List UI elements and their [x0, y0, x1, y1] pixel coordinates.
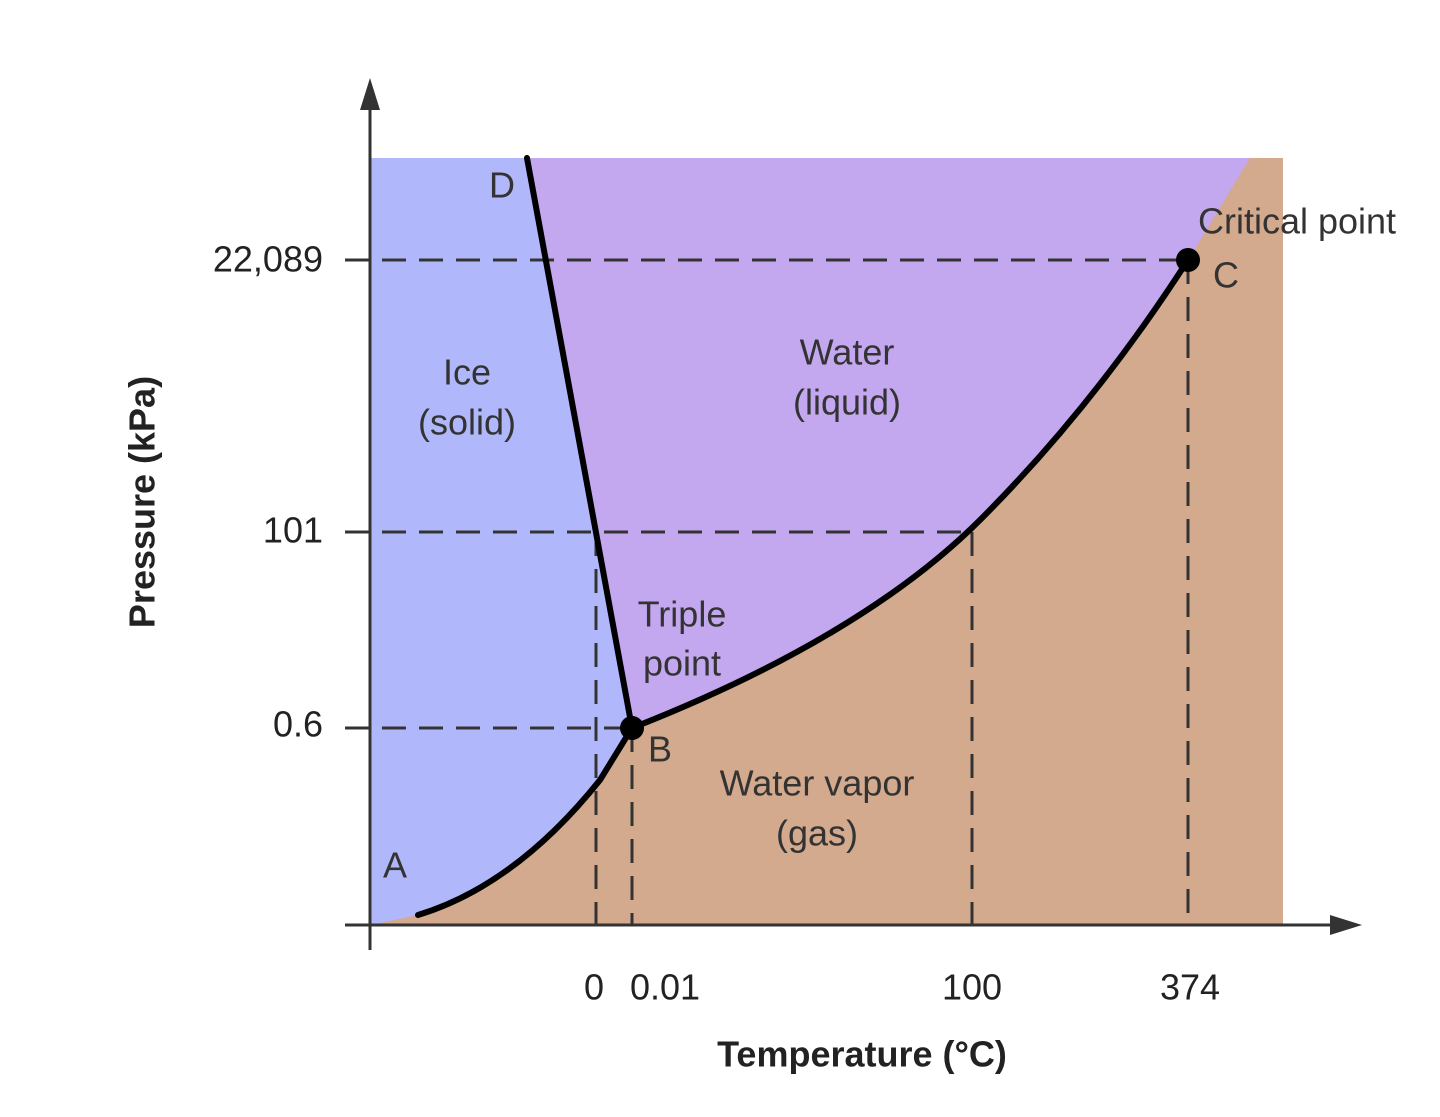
triple-point-label: point	[643, 643, 721, 684]
critical-point-label: Critical point	[1198, 201, 1396, 242]
guide-lines	[345, 258, 1190, 925]
point-label: C	[1213, 255, 1239, 296]
triple-point-label: Triple	[638, 594, 727, 635]
triple-point	[620, 716, 644, 740]
x-axis-arrow	[1330, 915, 1362, 935]
region-label: Ice	[443, 352, 491, 393]
x-axis-title: Temperature (°C)	[717, 1034, 1007, 1075]
y-tick-label: 101	[263, 510, 323, 551]
region-label: Water	[800, 332, 895, 373]
y-tick-label: 0.6	[273, 704, 323, 745]
critical-point	[1176, 248, 1200, 272]
region-label: (solid)	[418, 402, 516, 443]
x-tick-label: 374	[1160, 967, 1220, 1008]
point-label: D	[489, 165, 515, 206]
region-label: Water vapor	[720, 763, 915, 804]
vaporization-curve	[629, 257, 1191, 731]
liquid-region	[527, 158, 1250, 728]
sublimation-curve	[415, 725, 635, 918]
y-axis-arrow	[360, 78, 380, 110]
x-tick-label: 0.01	[630, 967, 700, 1008]
region-label: (liquid)	[793, 382, 901, 423]
x-tick-label: 100	[942, 967, 1002, 1008]
y-tick-label: 22,089	[213, 239, 323, 280]
solid-region	[370, 158, 632, 925]
fusion-curve	[524, 155, 635, 731]
point-label: B	[648, 729, 672, 770]
y-axis-title: Pressure (kPa)	[122, 376, 163, 628]
x-tick-label: 0	[584, 967, 604, 1008]
region-label: (gas)	[776, 813, 858, 854]
point-label: A	[383, 845, 407, 886]
